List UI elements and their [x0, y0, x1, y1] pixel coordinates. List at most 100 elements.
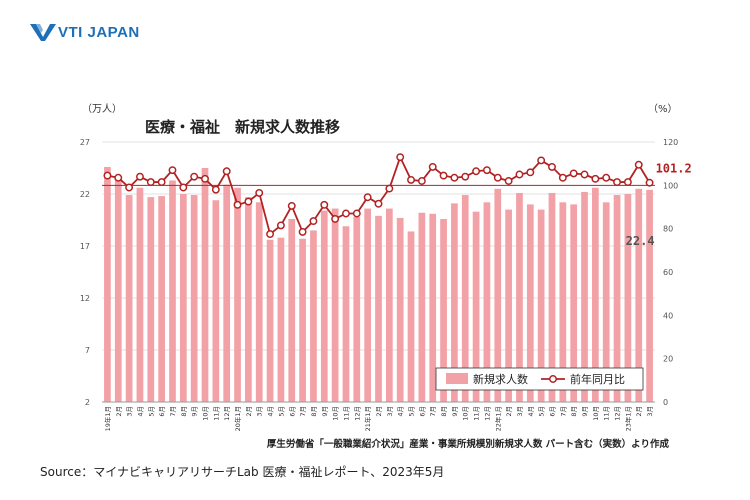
line-marker: [396, 153, 405, 162]
bar: [104, 166, 111, 402]
bar: [331, 208, 339, 402]
bar: [342, 226, 350, 402]
bar: [505, 209, 512, 402]
line-marker: [136, 172, 144, 181]
source-caption: Source：マイナビキャリアリサーチLab 医療・福祉レポート、2023年5月: [40, 465, 445, 479]
bar: [114, 177, 122, 402]
left-tick-label: 12: [80, 294, 90, 303]
line-marker: [472, 167, 481, 176]
x-tick-label: 3月: [516, 406, 524, 417]
x-tick-label: 4月: [136, 406, 144, 417]
x-tick-label: 3月: [256, 406, 264, 417]
line-marker: [363, 193, 372, 202]
line-marker: [190, 172, 199, 181]
bar: [451, 203, 458, 402]
x-tick-label: 9月: [581, 406, 589, 417]
bar: [646, 189, 653, 402]
line-marker: [374, 199, 383, 208]
bar: [320, 210, 328, 402]
bar: [570, 204, 578, 402]
right-tick-label: 20: [663, 355, 673, 364]
left-tick-label: 22: [80, 190, 90, 199]
bar: [581, 191, 588, 402]
x-tick-label: 2月: [635, 406, 643, 417]
bar-last-value-label: 22.4: [626, 234, 655, 248]
bar: [158, 196, 165, 402]
line-last-value-label: 101.2: [656, 162, 692, 176]
line-marker: [645, 178, 654, 187]
x-tick-label: 6月: [548, 406, 556, 417]
bar: [472, 211, 480, 402]
line-marker: [352, 209, 361, 218]
left-tick-label: 7: [85, 346, 90, 355]
x-tick-label: 5月: [147, 406, 155, 417]
x-tick-label: 5月: [538, 406, 546, 417]
line-marker: [526, 168, 535, 177]
line-marker: [450, 173, 459, 182]
line-marker: [233, 200, 242, 209]
x-tick-label: 12月: [353, 406, 361, 421]
bar: [288, 218, 296, 402]
line-marker: [244, 197, 253, 206]
bar: [624, 194, 632, 402]
line-marker: [407, 175, 415, 184]
line-marker: [331, 214, 340, 223]
x-tick-label: 8月: [570, 406, 578, 417]
line-marker: [569, 169, 578, 178]
x-tick-label: 3月: [126, 406, 134, 417]
bar: [592, 187, 599, 402]
x-tick-labels: 19年1月 2月 3月 4月 5月 6月 7月 8月 9月 10月 11月 12月 20年1月 2月 3月 4…: [103, 406, 654, 431]
line-marker: [201, 174, 209, 183]
vti-logo-icon: [30, 24, 56, 41]
x-tick-label: 3月: [386, 406, 394, 417]
x-tick-label: 6月: [158, 406, 166, 417]
left-tick-label: 27: [80, 138, 90, 147]
bar: [559, 202, 567, 402]
line-marker: [439, 171, 448, 180]
bar: [201, 168, 209, 402]
x-tick-label: 10月: [462, 406, 470, 421]
bar: [516, 192, 523, 402]
line-marker: [157, 178, 166, 187]
bar: [429, 213, 437, 402]
x-tick-label: 7月: [169, 406, 177, 417]
bar: [353, 216, 361, 402]
line-marker: [482, 166, 491, 175]
bar: [418, 212, 426, 402]
x-tick-label: 6月: [418, 406, 426, 417]
line-series: [103, 153, 654, 239]
x-tick-label: 19年1月: [103, 406, 112, 431]
x-tick-label: 3月: [646, 406, 654, 417]
x-tick-label: 9月: [321, 406, 329, 417]
x-tick-label: 6月: [288, 406, 296, 417]
line-marker: [537, 156, 546, 165]
bar: [310, 230, 317, 402]
bar: [179, 194, 187, 402]
line-marker: [211, 185, 220, 194]
chart-title: 医療・福祉 新規求人数推移: [145, 118, 340, 136]
line-marker: [298, 227, 307, 236]
line-marker: [103, 171, 112, 180]
right-tick-label: 100: [663, 181, 678, 190]
legend-bar-label: 新規求人数: [473, 372, 528, 386]
x-tick-label: 10月: [202, 406, 210, 421]
x-tick-label: 9月: [451, 406, 459, 417]
hiring-chart: 医療・福祉 新規求人数推移 （万人） （%） 27121722270204060…: [80, 103, 692, 450]
legend-bar-swatch: [446, 373, 468, 384]
right-tick-label: 0: [663, 398, 668, 407]
line-marker: [125, 183, 134, 192]
bar: [255, 202, 263, 402]
line-marker: [146, 178, 155, 187]
x-tick-label: 7月: [559, 406, 567, 417]
line-marker: [493, 173, 502, 182]
bar: [364, 208, 372, 402]
x-tick-label: 12月: [614, 406, 622, 421]
x-tick-label: 11月: [212, 406, 220, 421]
bar: [190, 195, 198, 402]
bar: [147, 197, 155, 402]
x-tick-label: 4月: [267, 406, 275, 417]
line-marker: [114, 173, 123, 182]
line-marker: [320, 200, 329, 209]
right-tick-label: 60: [663, 268, 673, 277]
bar: [375, 215, 382, 402]
